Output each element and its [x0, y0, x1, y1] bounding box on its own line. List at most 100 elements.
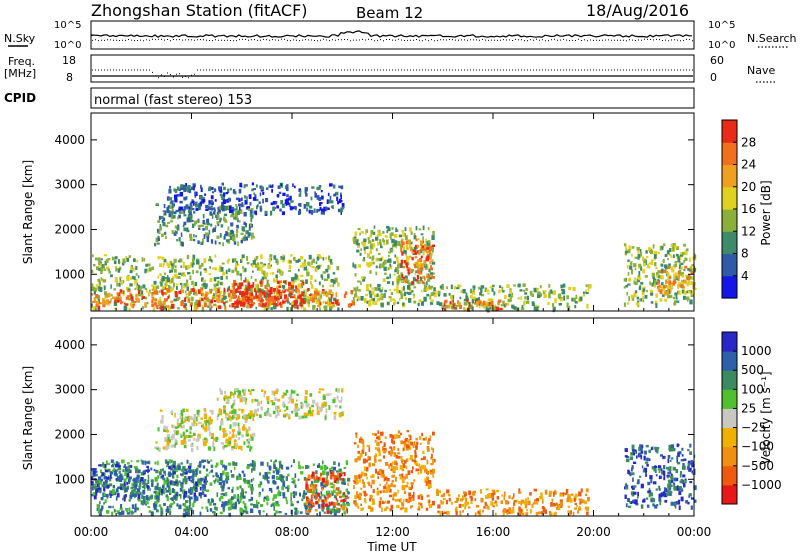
- velocity-cell: [405, 465, 408, 470]
- power-cell: [129, 302, 132, 307]
- power-cell: [303, 267, 307, 270]
- power-cell: [266, 284, 270, 288]
- power-cell: [240, 300, 244, 303]
- power-cell: [673, 254, 675, 258]
- power-cell: [104, 291, 108, 296]
- power-cell: [426, 247, 429, 250]
- power-cell: [206, 218, 210, 223]
- power-cell: [267, 289, 271, 293]
- velocity-cell: [220, 390, 223, 395]
- velocity-cell: [673, 482, 676, 485]
- power-cell: [330, 262, 333, 265]
- velocity-cell: [346, 508, 348, 514]
- velocity-cell: [140, 472, 144, 476]
- velocity-cell: [235, 414, 239, 417]
- velocity-cell: [215, 478, 217, 482]
- power-cell: [178, 214, 181, 219]
- power-cell: [681, 289, 685, 294]
- power-cell: [693, 253, 696, 258]
- power-cell: [360, 248, 362, 251]
- nave-tick-bottom: 0: [710, 71, 717, 84]
- power-cell: [297, 268, 300, 272]
- velocity-cell: [180, 494, 182, 499]
- velocity-cell: [282, 482, 286, 488]
- velocity-cell: [520, 502, 522, 506]
- power-cell: [206, 237, 209, 243]
- velocity-cell: [211, 409, 214, 415]
- velocity-cell: [333, 415, 337, 420]
- power-cell: [586, 303, 589, 309]
- power-cell: [329, 298, 333, 304]
- velocity-cell: [306, 496, 309, 501]
- power-cell: [255, 198, 259, 202]
- velocity-cell: [389, 434, 393, 438]
- velocity-cell: [319, 407, 323, 411]
- power-cell: [246, 299, 249, 302]
- velocity-cell: [374, 433, 377, 436]
- power-cell: [218, 242, 221, 245]
- power-cell: [334, 277, 338, 283]
- velocity-cell: [227, 506, 231, 509]
- velocity-cell: [202, 426, 205, 430]
- velocity-cell: [301, 403, 304, 408]
- velocity-cell: [229, 395, 232, 399]
- velocity-cell: [246, 465, 250, 470]
- velocity-cell: [320, 472, 322, 477]
- power-cell: [316, 208, 319, 213]
- power-cell: [173, 298, 177, 302]
- power-cell: [110, 298, 112, 302]
- power-cell: [237, 241, 239, 246]
- velocity-cell: [388, 451, 390, 455]
- velocity-cell: [259, 414, 262, 418]
- power-cell: [384, 235, 388, 238]
- power-cell: [194, 195, 197, 198]
- velocity-cell: [142, 461, 144, 464]
- velocity-cell: [360, 487, 363, 490]
- power-cell: [487, 292, 490, 295]
- velocity-cell: [170, 465, 173, 470]
- velocity-cell: [92, 472, 96, 477]
- velocity-cell: [228, 436, 232, 441]
- power-cell: [210, 200, 213, 204]
- velocity-cell: [439, 511, 442, 517]
- noise-right-tick-bottom: 10^0: [708, 40, 735, 51]
- power-cell: [314, 191, 316, 197]
- velocity-cell: [174, 438, 177, 443]
- velocity-cell: [378, 500, 381, 506]
- velocity-cell: [664, 499, 668, 503]
- power-cell: [261, 269, 264, 275]
- velocity-cell: [371, 479, 375, 485]
- velocity-cell: [392, 474, 395, 477]
- power-colorbar-segment: [722, 253, 737, 277]
- power-cell: [299, 302, 302, 307]
- power-cell: [319, 206, 322, 211]
- velocity-cell: [358, 474, 361, 479]
- velocity-cell: [636, 496, 639, 499]
- power-cell: [371, 290, 375, 295]
- velocity-cell: [559, 501, 564, 506]
- velocity-cell: [654, 446, 657, 451]
- velocity-cell: [238, 474, 242, 478]
- power-colorbar-segment: [722, 120, 737, 143]
- velocity-cell: [233, 399, 236, 405]
- power-cell: [662, 288, 666, 292]
- velocity-cell: [670, 473, 673, 477]
- power-cell: [391, 238, 395, 244]
- power-cell: [246, 302, 249, 307]
- power-cell: [129, 292, 132, 297]
- velocity-cell: [98, 504, 101, 507]
- power-cell: [636, 247, 640, 251]
- velocity-cell: [207, 498, 210, 504]
- power-cell: [408, 285, 411, 290]
- velocity-cell: [675, 469, 678, 473]
- power-cell: [190, 205, 193, 210]
- power-cell: [548, 289, 552, 294]
- power-cell: [341, 203, 345, 208]
- power-cell: [544, 294, 547, 298]
- power-cell: [209, 259, 213, 262]
- power-cell: [426, 240, 429, 246]
- velocity-colorbar-tick-label: 25: [741, 401, 756, 415]
- velocity-cell: [420, 464, 424, 470]
- velocity-cell: [382, 449, 387, 454]
- velocity-cell: [309, 393, 313, 397]
